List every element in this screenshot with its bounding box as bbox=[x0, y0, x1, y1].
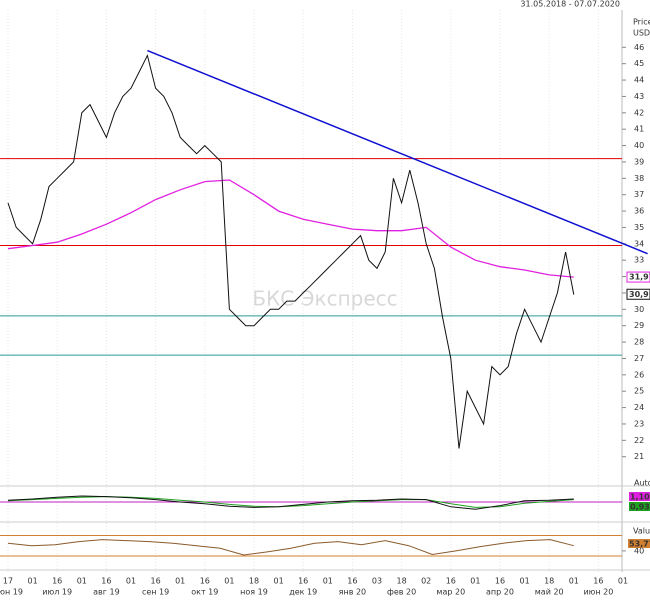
y-tick-label: 34 bbox=[634, 239, 644, 248]
x-month-label: июл 19 bbox=[42, 588, 72, 597]
x-tick-label: 02 bbox=[421, 577, 431, 586]
y-tick-label: 26 bbox=[634, 370, 644, 379]
price-label-box bbox=[626, 271, 650, 283]
macd-label: 1,107 bbox=[630, 493, 650, 502]
x-tick-label: 01 bbox=[28, 577, 38, 586]
price-label-box bbox=[626, 288, 650, 300]
y-tick-label: 30 bbox=[634, 305, 644, 314]
macd-label-box bbox=[629, 502, 650, 511]
y-tick-label: 38 bbox=[634, 174, 644, 183]
price-label: 30,92 bbox=[629, 290, 650, 299]
y-tick-label: 39 bbox=[634, 157, 644, 166]
x-tick-label: 16 bbox=[495, 577, 505, 586]
x-tick-label: 16 bbox=[151, 577, 161, 586]
x-month-label: сен 19 bbox=[142, 588, 169, 597]
x-month-label: фев 20 bbox=[387, 588, 416, 597]
macd-line bbox=[7, 495, 574, 510]
x-tick-label: 01 bbox=[520, 577, 530, 586]
x-tick-label: 01 bbox=[126, 577, 136, 586]
x-tick-label: 18 bbox=[249, 577, 259, 586]
x-month-label: июн 19 bbox=[0, 588, 23, 597]
x-tick-label: 16 bbox=[593, 577, 603, 586]
macd-label-box bbox=[629, 492, 650, 501]
price-line bbox=[7, 54, 575, 449]
y-tick-label: 21 bbox=[634, 452, 644, 461]
x-month-label: янв 20 bbox=[339, 588, 366, 597]
x-tick-label: 03 bbox=[372, 577, 382, 586]
rsi-label: 53,77 bbox=[629, 540, 650, 549]
x-tick-label: 01 bbox=[77, 577, 87, 586]
y-tick-label: 28 bbox=[634, 338, 644, 347]
y-tick-label: 36 bbox=[634, 207, 644, 216]
y-tick-label: 45 bbox=[634, 59, 644, 68]
x-tick-label: 16 bbox=[200, 577, 210, 586]
x-month-label: мар 20 bbox=[436, 588, 465, 597]
y-tick-label: 27 bbox=[634, 354, 644, 363]
x-tick-label: 16 bbox=[446, 577, 456, 586]
macd-title: Auto bbox=[634, 479, 650, 488]
price-label: 31,97 bbox=[629, 273, 650, 282]
x-tick-label: 16 bbox=[52, 577, 62, 586]
watermark: БКС Экспресс bbox=[252, 287, 397, 311]
x-tick-label: 16 bbox=[298, 577, 308, 586]
y-tick-label: 41 bbox=[634, 125, 644, 134]
x-tick-label: 18 bbox=[397, 577, 407, 586]
x-tick-label: 16 bbox=[347, 577, 357, 586]
x-month-label: июн 20 bbox=[583, 588, 613, 597]
axis-title: Price bbox=[633, 18, 650, 27]
y-tick-label: 22 bbox=[634, 436, 644, 445]
x-tick-label: 01 bbox=[618, 577, 628, 586]
y-tick-label: 40 bbox=[634, 141, 644, 150]
x-tick-label: 01 bbox=[274, 577, 284, 586]
rsi-title: Value bbox=[633, 527, 650, 536]
rsi-label-box bbox=[628, 539, 650, 548]
macd-label: 0,932 bbox=[630, 503, 650, 512]
y-tick-label: 46 bbox=[634, 43, 644, 52]
y-tick-label: 43 bbox=[634, 92, 644, 101]
axis-unit: USD bbox=[633, 29, 650, 38]
x-tick-label: 17 bbox=[3, 577, 13, 586]
y-tick-label: 24 bbox=[634, 403, 644, 412]
x-month-label: май 20 bbox=[535, 588, 564, 597]
moving-average bbox=[7, 179, 574, 278]
y-tick-label: 37 bbox=[634, 190, 644, 199]
y-tick-label: 29 bbox=[634, 321, 644, 330]
y-tick-label: 44 bbox=[634, 76, 644, 85]
x-month-label: окт 19 bbox=[191, 588, 218, 597]
x-tick-label: 01 bbox=[175, 577, 185, 586]
x-month-label: дек 19 bbox=[289, 588, 317, 597]
y-tick-label: 25 bbox=[634, 387, 644, 396]
y-tick-label: 23 bbox=[634, 419, 644, 428]
x-tick-label: 16 bbox=[101, 577, 111, 586]
x-tick-label: 01 bbox=[323, 577, 333, 586]
rsi-line bbox=[7, 539, 574, 556]
x-tick-label: 01 bbox=[224, 577, 234, 586]
date-range: 31.05.2018 - 07.07.2020 bbox=[520, 0, 620, 9]
y-tick-label: 35 bbox=[634, 223, 644, 232]
x-tick-label: 01 bbox=[569, 577, 579, 586]
y-tick-label: 33 bbox=[634, 256, 644, 265]
x-month-label: ноя 19 bbox=[240, 588, 268, 597]
x-month-label: авг 19 bbox=[93, 588, 120, 597]
x-month-label: апр 20 bbox=[486, 588, 514, 597]
rsi-tick-label: 40 bbox=[634, 546, 644, 555]
x-tick-label: 01 bbox=[470, 577, 480, 586]
y-tick-label: 42 bbox=[634, 108, 644, 117]
trend-line bbox=[147, 49, 648, 255]
x-tick-label: 18 bbox=[544, 577, 554, 586]
